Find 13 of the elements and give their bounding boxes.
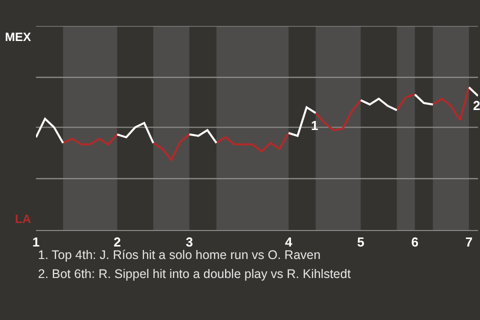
x-tick-label: 6	[411, 234, 418, 250]
x-tick-label: 3	[186, 234, 193, 250]
x-tick-label: 2	[114, 234, 121, 250]
annotation: 1	[311, 118, 318, 133]
x-tick-label: 4	[284, 234, 293, 250]
annotation: 2	[473, 98, 480, 113]
text: LA	[15, 212, 32, 226]
text: 1. Top 4th: J. Ríos hit a solo home run vs O. Raven	[38, 248, 321, 262]
x-tick-label: 7	[465, 234, 473, 250]
text: 2. Bot 6th: R. Sippel hit into a double play vs R. Kihlstedt	[38, 267, 352, 281]
text: MEX	[5, 30, 32, 44]
x-tick-label: 1	[32, 234, 40, 250]
x-tick-label: 5	[357, 234, 364, 250]
